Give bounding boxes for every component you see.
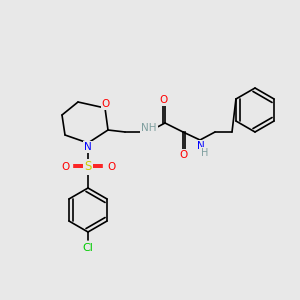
- Text: O: O: [61, 162, 69, 172]
- Text: O: O: [102, 99, 110, 109]
- Text: NH: NH: [141, 123, 157, 133]
- Text: N: N: [197, 141, 205, 151]
- Text: H: H: [201, 148, 209, 158]
- Text: O: O: [160, 95, 168, 105]
- Text: N: N: [84, 142, 92, 152]
- Text: S: S: [84, 160, 92, 173]
- Text: Cl: Cl: [82, 243, 93, 253]
- Text: O: O: [107, 162, 115, 172]
- Text: O: O: [180, 150, 188, 160]
